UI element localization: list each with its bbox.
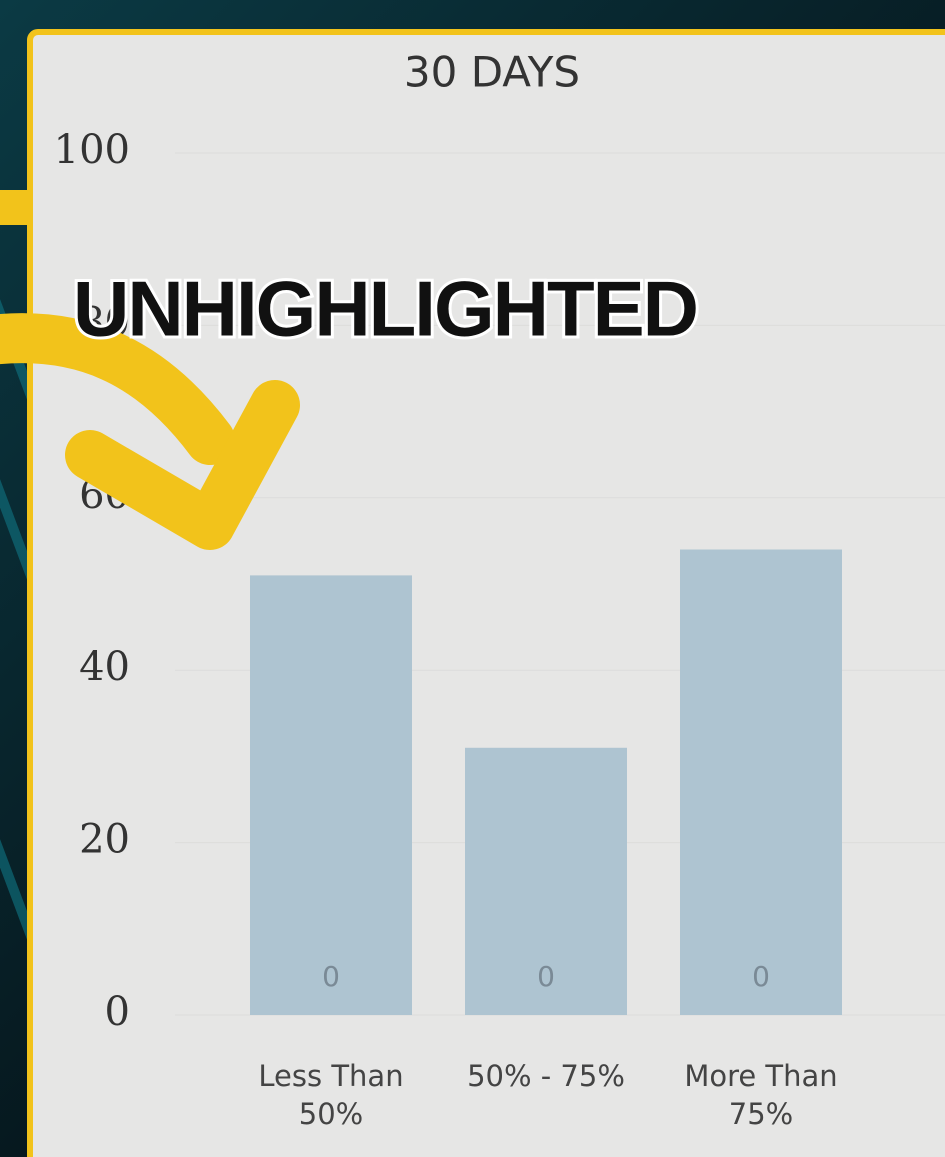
x-tick-label: Less Than 50% [258, 1059, 404, 1131]
y-tick-label: 0 [105, 989, 130, 1035]
bar-inner-label: 0 [752, 960, 770, 993]
chart-title: 30 DAYS [404, 48, 580, 97]
x-tick-label: More Than 75% [684, 1059, 838, 1131]
bar-inner-label: 0 [322, 960, 340, 993]
arrow-head [65, 380, 300, 550]
arrow [0, 313, 235, 465]
annotation: UNHIGHLIGHTED [73, 265, 697, 353]
bar [465, 747, 627, 1015]
bar [250, 575, 412, 1015]
y-tick-label: 20 [79, 817, 130, 863]
bar [680, 549, 842, 1015]
bar-inner-label: 0 [537, 960, 555, 993]
y-tick-label: 100 [54, 127, 130, 173]
x-tick-label: 50% - 75% [467, 1059, 625, 1093]
y-tick-label: 40 [79, 644, 130, 690]
